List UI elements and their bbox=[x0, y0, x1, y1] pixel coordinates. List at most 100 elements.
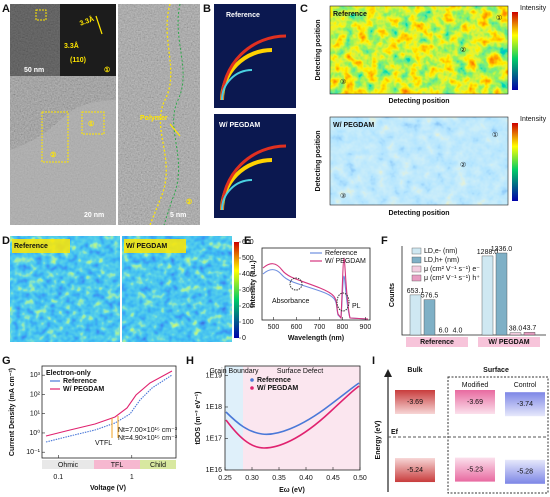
x-tick-label: 700 bbox=[314, 324, 326, 331]
y-tick-label: 10¹ bbox=[30, 411, 41, 418]
diffraction-ring bbox=[220, 34, 287, 101]
tem-inset-texture bbox=[10, 4, 60, 76]
image-title: W/ PEGDAM bbox=[219, 122, 260, 129]
marker: ① bbox=[492, 131, 498, 139]
y-tick-label: 1E19 bbox=[206, 372, 222, 379]
zoom-box bbox=[81, 111, 105, 135]
panel-label: G bbox=[2, 355, 11, 367]
y-axis-label: Energy (eV) bbox=[375, 421, 382, 460]
plane-label: (110) bbox=[70, 57, 86, 64]
x-tick-label: 900 bbox=[360, 324, 372, 331]
y-tick-label: 10³ bbox=[30, 372, 41, 379]
jv-curve bbox=[45, 374, 173, 443]
bars: LD,e- (nm) 653.1 1288.0 LD,h+ (nm) 576.5 1336… bbox=[406, 246, 540, 347]
label-bg bbox=[12, 239, 70, 253]
annotation: VTFL bbox=[95, 440, 112, 447]
x-axis-label: Eω (eV) bbox=[279, 487, 305, 494]
diffraction-ring bbox=[220, 144, 287, 211]
colorbar-tick-label: 200 bbox=[242, 303, 254, 310]
panel-label: B bbox=[203, 3, 211, 15]
hrtem-texture bbox=[118, 4, 200, 225]
colorbar bbox=[512, 123, 518, 201]
category-box bbox=[406, 337, 468, 347]
colorbar-tick-label: 500 bbox=[242, 255, 254, 262]
category-box bbox=[478, 337, 540, 347]
level-label: -5.24 bbox=[407, 467, 423, 474]
highlight bbox=[336, 292, 350, 312]
scale-label: 50 nm bbox=[24, 67, 44, 74]
homo-box bbox=[455, 457, 495, 482]
marker: ③ bbox=[340, 192, 346, 200]
lumo-box bbox=[455, 390, 495, 414]
homo-box bbox=[395, 458, 435, 483]
diffraction-ring bbox=[221, 69, 253, 101]
panel-label: A bbox=[2, 3, 10, 15]
arrow bbox=[95, 15, 103, 35]
highlight bbox=[289, 277, 303, 291]
lumo-box bbox=[505, 392, 545, 417]
data-label: 1288.0 bbox=[477, 249, 499, 256]
colorbar-label: Intensity bbox=[520, 5, 547, 12]
marker: ② bbox=[186, 198, 192, 206]
spectrum-curve bbox=[262, 269, 369, 320]
map-title: Reference bbox=[333, 11, 367, 18]
marker: ③ bbox=[340, 78, 346, 86]
colorbar-tick-label: 600 bbox=[242, 239, 254, 246]
annotation: Nt=7.00×10¹⁵ cm⁻³ bbox=[118, 427, 178, 434]
data-label: 6.0 bbox=[439, 327, 449, 334]
column-header: Surface bbox=[483, 367, 509, 374]
colorbar bbox=[512, 12, 518, 90]
legend-label: Reference bbox=[257, 377, 291, 384]
x-tick-label: 0.50 bbox=[353, 475, 367, 482]
level-label: -3.69 bbox=[407, 399, 423, 406]
legend-label: W/ PEGDAM bbox=[325, 258, 366, 265]
data-label: 43.7 bbox=[523, 325, 537, 332]
legend-label: μ (cm² V⁻¹ s⁻¹) e⁻ bbox=[424, 266, 480, 273]
data-label: 1336.0 bbox=[491, 246, 513, 253]
y-tick-label: 10² bbox=[30, 391, 41, 398]
legend-swatch bbox=[411, 256, 422, 264]
column-subheader: Control bbox=[514, 382, 537, 389]
legend-label: LD,e- (nm) bbox=[424, 248, 457, 255]
arrow bbox=[169, 123, 181, 137]
levels: -3.69 -5.24 -3.69 -5.23 -3.74 -5.28 bbox=[395, 390, 545, 484]
x-tick-label: Reference bbox=[420, 339, 454, 346]
y-axis-label: Intensity (a.u.) bbox=[250, 260, 257, 307]
column-subheader: Modified bbox=[462, 382, 489, 389]
frame bbox=[329, 116, 509, 206]
d-spacing: 3.3Å bbox=[64, 41, 79, 50]
annotation: Polymer bbox=[140, 115, 168, 122]
annotation: PL bbox=[352, 303, 361, 310]
legend-swatch bbox=[411, 247, 422, 255]
heatmap bbox=[330, 6, 508, 94]
zoom-box bbox=[35, 9, 47, 21]
region-band bbox=[225, 366, 243, 470]
data-label: 38.0 bbox=[509, 326, 523, 333]
homo-box bbox=[505, 459, 545, 484]
region-band bbox=[94, 460, 140, 469]
y-tick-label: 1E18 bbox=[206, 404, 222, 411]
panel-label: I bbox=[372, 355, 375, 367]
legend-label: LD,h+ (nm) bbox=[424, 257, 459, 264]
annotation: Electron-only bbox=[46, 370, 91, 377]
x-axis-label: Voltage (V) bbox=[90, 485, 126, 492]
x-tick-label: 0.45 bbox=[326, 475, 340, 482]
marker: ① bbox=[88, 120, 94, 128]
x-tick-label: 1 bbox=[130, 474, 134, 481]
y-axis-label: tDOS (m⁻³ eV⁻¹) bbox=[195, 392, 202, 445]
plot-frame bbox=[41, 365, 177, 459]
boundary bbox=[163, 3, 184, 226]
boundary bbox=[149, 3, 172, 226]
marker: ① bbox=[104, 66, 110, 74]
bar bbox=[509, 332, 522, 336]
x-tick-label: 0.35 bbox=[272, 475, 286, 482]
tdos-curve bbox=[225, 382, 360, 436]
legend-label: Reference bbox=[325, 250, 357, 257]
annotation: Absorbance bbox=[272, 298, 309, 305]
plot-frame bbox=[224, 365, 361, 471]
frame bbox=[329, 5, 509, 95]
y-tick-label: 1E17 bbox=[206, 435, 222, 442]
colorbar-tick-label: 300 bbox=[242, 287, 254, 294]
